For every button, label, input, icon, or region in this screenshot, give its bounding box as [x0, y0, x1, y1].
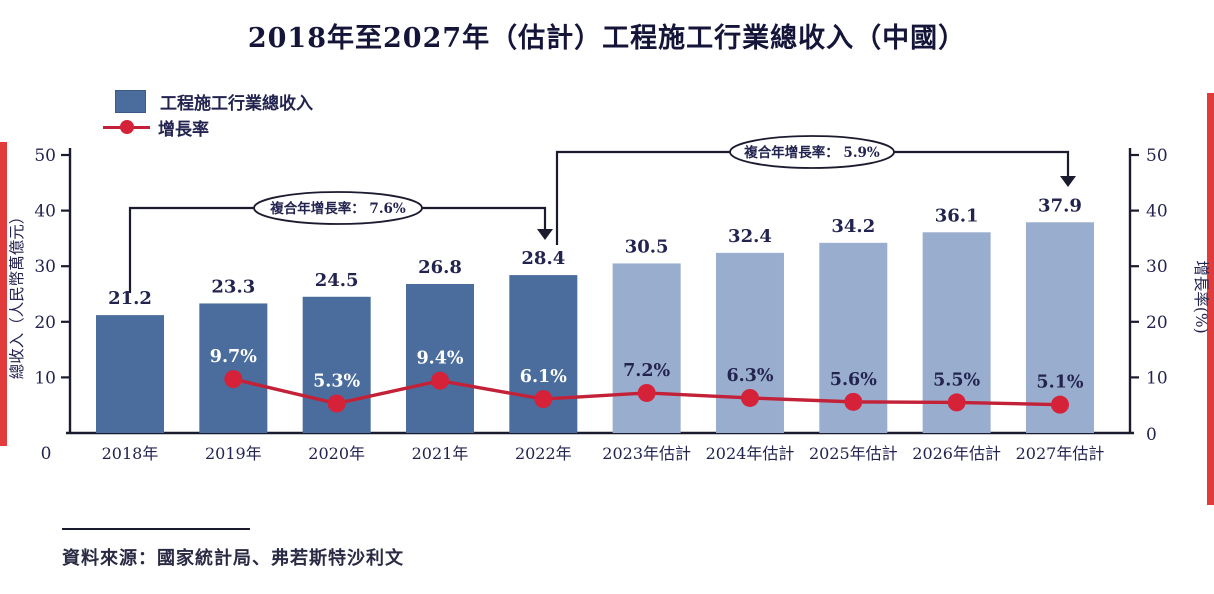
- right-axis-tick-0: 0: [1146, 425, 1157, 445]
- x-label-2018年: 2018年: [102, 444, 159, 463]
- bar-2020年: [302, 296, 371, 433]
- source-text: 資料來源：國家統計局、弗若斯特沙利文: [62, 548, 404, 569]
- growth-dot-2022年: [534, 390, 553, 409]
- cagr-oval: [253, 191, 423, 225]
- left-axis-tick-50: 50: [34, 146, 56, 166]
- growth-label-2023年估計: 7.2%: [623, 361, 670, 381]
- bar-value-2026年估計: 36.1: [935, 205, 979, 226]
- cagr-label-2: 複合年增長率： 5.9%: [743, 144, 880, 161]
- cagr-arrowhead-icon: [1060, 176, 1076, 187]
- bar-value-2022年: 28.4: [521, 248, 565, 269]
- left-axis-title: 總收入（人民幣萬億元）: [8, 209, 26, 380]
- right-axis-tick-20: 20: [1146, 313, 1168, 333]
- growth-label-2026年估計: 5.5%: [933, 370, 980, 390]
- legend-growth-label: 增長率: [158, 119, 209, 140]
- growth-line-group: 9.7% 5.3% 9.4% 6.1% 7.2% 6.3% 5.6% 5.5% 5.1%: [210, 347, 1084, 414]
- bars-group: 21.2 2018年 23.3 2019年 24.5 2020年 26.8 2021年 28.4…: [96, 195, 1104, 463]
- right-axis-tick-50: 50: [1146, 146, 1168, 166]
- bar-value-2021年: 26.8: [418, 257, 462, 278]
- cagr-oval: [729, 135, 895, 169]
- left-edge-marker: [0, 142, 7, 446]
- growth-label-2020年: 5.3%: [313, 372, 360, 392]
- cagr-arrowhead-icon: [537, 229, 553, 240]
- bar-value-2024年估計: 32.4: [728, 226, 772, 247]
- source-block: 資料來源：國家統計局、弗若斯特沙利文: [62, 528, 404, 570]
- bar-2018年: [96, 315, 164, 433]
- bar-value-2019年: 23.3: [211, 276, 255, 297]
- right-axis-title: 增長率(%): [1192, 260, 1210, 333]
- x-label-2024年估計: 2024年估計: [706, 444, 795, 463]
- bar-value-2027年估計: 37.9: [1038, 195, 1082, 216]
- growth-dot-2027年估計: [1050, 395, 1069, 414]
- bar-2022年: [509, 275, 578, 433]
- growth-dot-2026年估計: [947, 393, 966, 412]
- left-axis-tick-40: 40: [34, 202, 56, 222]
- x-label-2019年: 2019年: [205, 444, 262, 463]
- growth-dot-2025年估計: [844, 392, 863, 411]
- left-axis-tick-30: 30: [34, 257, 56, 277]
- growth-dot-2019年: [224, 370, 243, 389]
- bar-swatch-icon: [115, 89, 146, 113]
- chart-title: 2018年至2027年（估計）工程施工行業總收入（中國）: [247, 23, 967, 54]
- growth-label-2022年: 6.1%: [520, 367, 567, 387]
- x-label-2020年: 2020年: [308, 444, 365, 463]
- growth-label-2024年估計: 6.3%: [726, 366, 773, 386]
- legend-item-growth: 增長率: [103, 114, 313, 140]
- line-swatch-icon: [103, 120, 150, 134]
- growth-label-2027年估計: 5.1%: [1036, 373, 1083, 393]
- left-axis-tick-20: 20: [34, 313, 56, 333]
- cagr-annotations: 複合年增長率： 7.6% 複合年增長率： 5.9%: [128, 135, 1076, 293]
- bar-2023年估計: [612, 263, 681, 433]
- right-axis-tick-30: 30: [1146, 257, 1168, 277]
- right-axis-tick-10: 10: [1146, 368, 1168, 388]
- legend: 工程施工行業總收入 增長率: [103, 88, 313, 140]
- bar-value-2023年估計: 30.5: [625, 236, 669, 257]
- left-axis-tick-10: 10: [34, 368, 56, 388]
- right-edge-marker: [1207, 93, 1214, 505]
- right-axis-tick-40: 40: [1146, 202, 1168, 222]
- x-label-2025年估計: 2025年估計: [809, 444, 898, 463]
- bar-2019年: [199, 303, 268, 433]
- bar-value-2025年估計: 34.2: [831, 216, 875, 237]
- bar-value-2018年: 21.2: [108, 288, 152, 309]
- growth-label-2019年: 9.7%: [210, 347, 257, 367]
- bar-2021年: [405, 283, 474, 433]
- x-label-2022年: 2022年: [515, 444, 572, 463]
- growth-label-2025年估計: 5.6%: [830, 370, 877, 390]
- legend-item-revenue: 工程施工行業總收入: [103, 88, 313, 114]
- x-label-2021年: 2021年: [412, 444, 469, 463]
- cagr-label-1: 複合年增長率： 7.6%: [269, 200, 406, 217]
- growth-dot-2020年: [327, 394, 346, 413]
- x-label-2027年估計: 2027年估計: [1016, 444, 1105, 463]
- x-label-2023年估計: 2023年估計: [602, 444, 691, 463]
- source-divider: [62, 528, 250, 530]
- line-dot-icon: [119, 120, 134, 134]
- growth-dot-2024年估計: [740, 388, 759, 407]
- legend-revenue-label: 工程施工行業總收入: [160, 93, 313, 114]
- bar-value-2020年: 24.5: [315, 270, 359, 291]
- x-label-2026年估計: 2026年估計: [912, 444, 1001, 463]
- growth-dot-2023年估計: [637, 383, 656, 402]
- growth-dot-2021年: [430, 371, 449, 390]
- left-axis-origin-label: 0: [41, 444, 52, 464]
- growth-label-2021年: 9.4%: [416, 349, 463, 369]
